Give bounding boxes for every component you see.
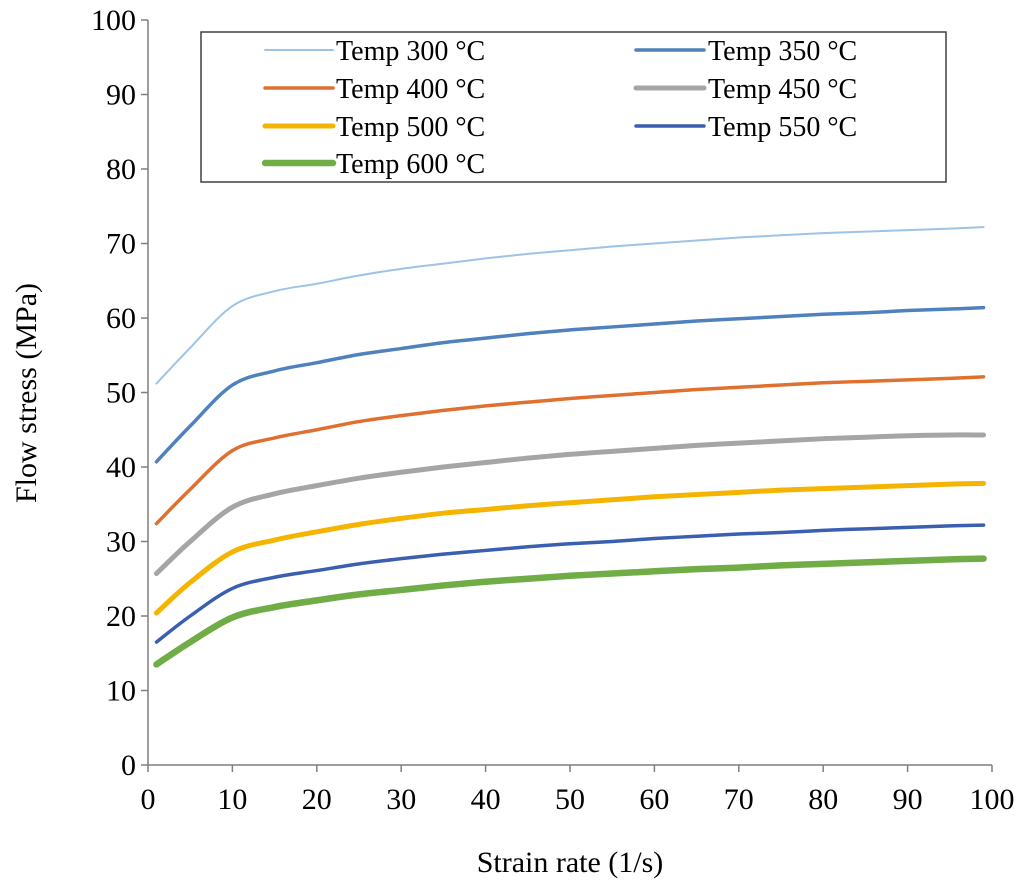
legend-label: Temp 500 °C <box>336 112 485 143</box>
y-tick-label: 50 <box>106 377 136 410</box>
legend-label: Temp 400 °C <box>336 74 485 105</box>
legend-items: Temp 300 °C Temp 350 °C Temp 400 °C Temp 45… <box>261 36 857 180</box>
y-tick-label: 90 <box>106 79 136 112</box>
x-tick-label: 50 <box>555 783 585 816</box>
x-tick-label: 90 <box>893 783 923 816</box>
legend-label: Temp 550 °C <box>708 112 857 143</box>
x-tick-label: 20 <box>302 783 332 816</box>
x-tick-label: 60 <box>639 783 669 816</box>
y-tick-label: 80 <box>106 153 136 186</box>
series-line-550c <box>154 523 986 644</box>
x-tick-label: 80 <box>808 783 838 816</box>
y-axis-label: Flow stress (MPa) <box>10 283 43 503</box>
x-ticks: 0 10 20 30 40 50 60 70 80 90 100 <box>141 765 1015 816</box>
legend-label: Temp 350 °C <box>708 36 857 67</box>
series-line-350c <box>154 305 986 464</box>
legend-label: Temp 600 °C <box>336 149 485 180</box>
legend-box <box>200 31 947 183</box>
y-tick-label: 40 <box>106 451 136 484</box>
legend-label: Temp 300 °C <box>336 36 485 67</box>
series-line-500c <box>153 480 987 616</box>
series-lines <box>153 226 987 668</box>
series-line-600c <box>153 555 987 668</box>
x-tick-label: 0 <box>141 783 156 816</box>
series-line-300c <box>155 226 985 385</box>
x-tick-label: 100 <box>970 783 1015 816</box>
series-line-450c <box>153 432 987 577</box>
x-tick-label: 10 <box>217 783 247 816</box>
y-tick-label: 10 <box>106 675 136 708</box>
x-tick-label: 70 <box>724 783 754 816</box>
axes: 0 10 20 30 40 50 60 70 80 90 100 0 10 20 30 40 50 60 70 80… <box>91 4 1015 816</box>
x-tick-label: 30 <box>386 783 416 816</box>
y-tick-label: 20 <box>106 600 136 633</box>
y-tick-label: 100 <box>91 4 136 37</box>
legend-label: Temp 450 °C <box>708 74 857 105</box>
series-line-400c <box>154 375 986 526</box>
legend: Temp 300 °C Temp 350 °C Temp 400 °C Temp 45… <box>200 31 947 183</box>
x-tick-label: 40 <box>471 783 501 816</box>
y-tick-label: 70 <box>106 228 136 261</box>
y-ticks: 0 10 20 30 40 50 60 70 80 90 100 <box>91 4 148 782</box>
y-tick-label: 30 <box>106 526 136 559</box>
y-tick-label: 60 <box>106 302 136 335</box>
x-axis-label: Strain rate (1/s) <box>477 846 664 879</box>
y-tick-label: 0 <box>121 749 136 782</box>
